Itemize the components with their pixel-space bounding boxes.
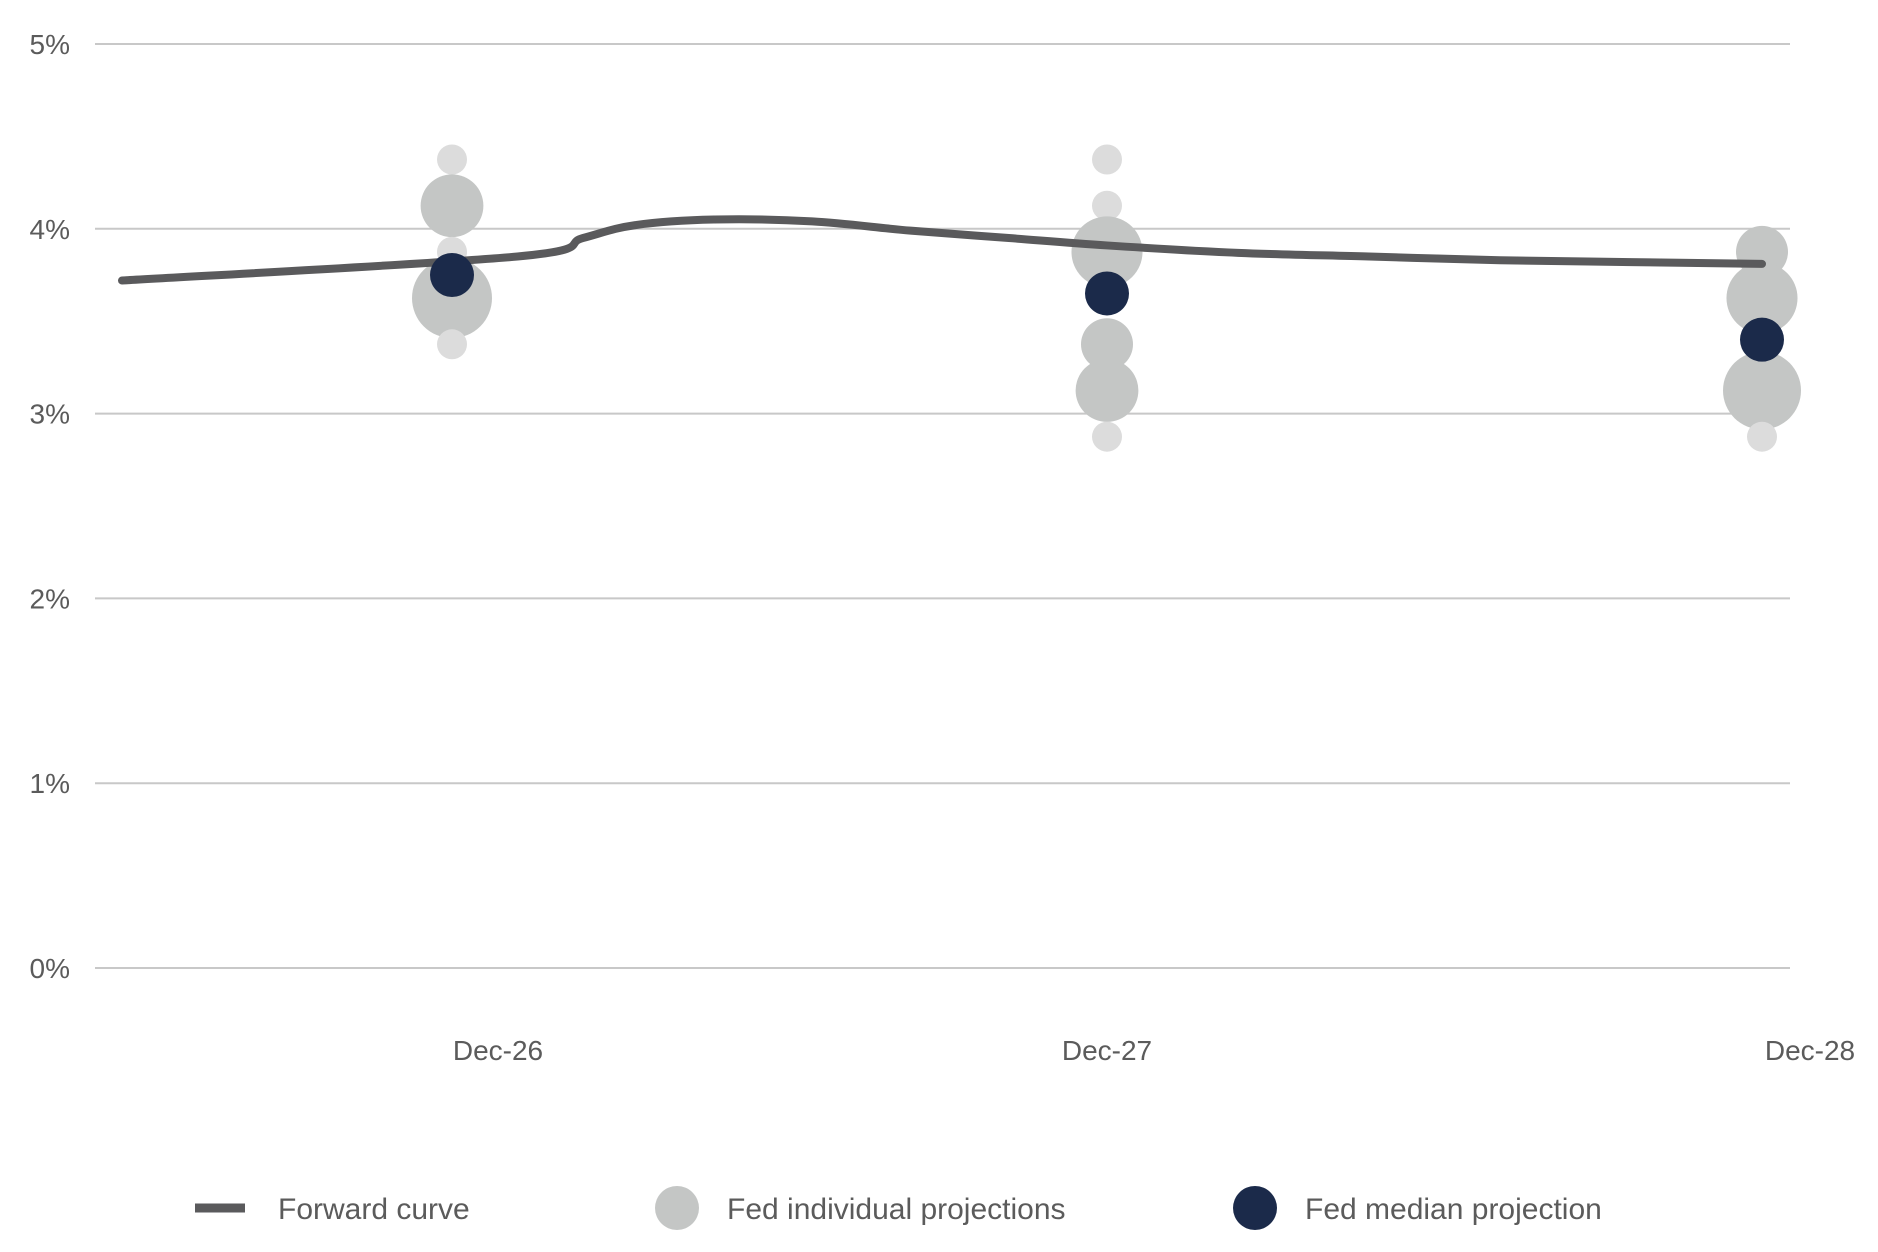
x-tick-label-0: Dec-26 — [453, 1035, 543, 1066]
y-tick-label-2: 2% — [30, 583, 70, 614]
individual-projection-dot-8 — [1081, 318, 1133, 371]
individual-projection-dot-7 — [1071, 216, 1143, 288]
y-tick-label-5: 5% — [30, 29, 70, 60]
individual-projection-dot-1 — [420, 174, 484, 238]
individual-projection-dot-13 — [1723, 351, 1801, 430]
y-tick-label-4: 4% — [30, 214, 70, 245]
individual-projection-dot-12 — [1726, 262, 1798, 334]
median-projection-dot-1 — [1085, 271, 1129, 316]
median-projection-dots — [430, 253, 1784, 362]
y-tick-label-0: 0% — [30, 953, 70, 984]
individual-projection-dot-4 — [437, 329, 467, 360]
median-projection-dot-0 — [430, 253, 474, 297]
y-axis-ticks: 0% 1% 2% 3% 4% 5% — [30, 29, 70, 984]
y-tick-label-3: 3% — [30, 399, 70, 430]
x-tick-label-2: Dec-28 — [1765, 1035, 1855, 1066]
legend-swatch-individual-projections — [655, 1186, 699, 1230]
individual-projection-dot-0 — [437, 144, 467, 175]
forward-curve-line — [118, 215, 1766, 285]
x-tick-label-1: Dec-27 — [1062, 1035, 1152, 1066]
individual-projection-dots — [412, 144, 1801, 452]
legend-label-1: Fed individual projections — [727, 1193, 1066, 1226]
x-axis-ticks: Dec-26 Dec-27 Dec-28 — [453, 1035, 1855, 1066]
legend-swatch-median-projection — [1233, 1186, 1277, 1230]
individual-projection-dot-5 — [1092, 144, 1122, 175]
y-tick-label-1: 1% — [30, 768, 70, 799]
forward-curve-layer — [118, 215, 1766, 285]
legend-label-2: Fed median projection — [1305, 1193, 1602, 1226]
individual-projection-dot-9 — [1075, 359, 1139, 422]
median-projection-dot-2 — [1740, 317, 1784, 362]
individual-projection-dot-6 — [1092, 190, 1122, 221]
individual-projection-dot-14 — [1747, 421, 1777, 452]
grid-layer — [95, 43, 1790, 969]
legend-label-0: Forward curve — [278, 1193, 470, 1226]
individual-projection-dot-10 — [1092, 421, 1122, 452]
legend: Forward curve Fed individual projections F… — [195, 1186, 1602, 1230]
